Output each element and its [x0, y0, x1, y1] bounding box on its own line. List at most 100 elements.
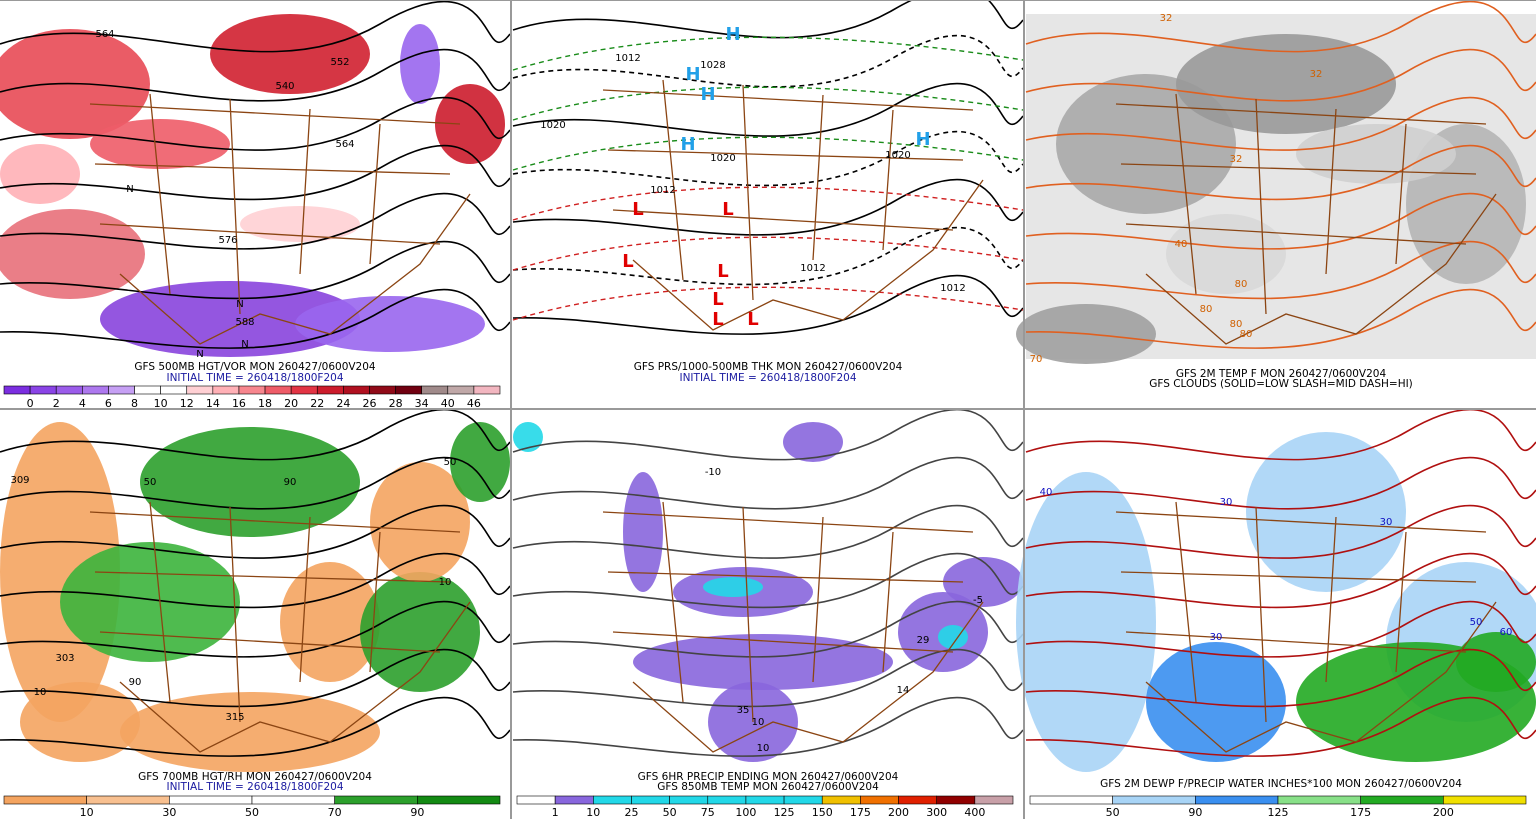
colorbar-box: [631, 795, 670, 805]
map-label: 552: [330, 57, 349, 68]
shaded-area: [623, 472, 663, 592]
map-label: L: [722, 199, 733, 220]
shaded-area: [1146, 642, 1286, 762]
contour: [512, 274, 1024, 335]
map-label: 1020: [885, 150, 910, 161]
map-label: 10: [752, 717, 765, 728]
contour: [512, 0, 1024, 39]
shaded-area: [0, 144, 80, 204]
map-label: H: [680, 134, 695, 155]
contour: [1025, 696, 1536, 757]
map-label: 35: [737, 705, 750, 716]
caption: INITIAL TIME = 260418/1800F204: [679, 372, 856, 384]
contour: [512, 552, 1024, 609]
contour: [0, 96, 511, 151]
colorbar-box: [134, 385, 161, 395]
colorbar-box: [369, 385, 396, 395]
map-label: 40: [1175, 239, 1188, 250]
map-label: 80: [1230, 319, 1243, 330]
map-label: 90: [284, 477, 297, 488]
colorbar-box: [1277, 795, 1361, 805]
shaded-area: [1246, 432, 1406, 592]
map-label: 10: [439, 577, 452, 588]
colorbar-label: 20: [284, 397, 298, 410]
colorbar-label: 34: [415, 397, 429, 410]
map-label: 32: [1310, 69, 1323, 80]
map-label: 30: [1220, 497, 1233, 508]
colorbar-box: [1112, 795, 1196, 805]
map-label: 1020: [710, 153, 735, 164]
map-label: 32: [1160, 13, 1173, 24]
map-label: H: [725, 24, 740, 45]
colorbar-label: 75: [701, 806, 715, 819]
shaded-area: [20, 682, 140, 762]
colorbar-box: [1443, 795, 1527, 805]
state-borders: [89, 93, 471, 345]
map-label: 315: [225, 712, 244, 723]
contour: [512, 600, 1024, 658]
map-label: L: [747, 309, 758, 330]
shaded-area: [1176, 34, 1396, 134]
colorbar-label: 12: [180, 397, 194, 410]
shaded-area: [0, 209, 145, 299]
colorbar-box: [783, 795, 823, 805]
shaded-area: [450, 422, 510, 502]
colorbar-box: [55, 385, 83, 395]
map-label: 80: [1235, 279, 1248, 290]
map-label: 90: [129, 677, 142, 688]
contour: [0, 288, 511, 349]
shaded-area: [783, 422, 843, 462]
map-label: N: [241, 339, 248, 350]
shaded-area: [1166, 214, 1286, 294]
map-label: L: [712, 309, 723, 330]
contour: [0, 48, 511, 102]
caption: GFS CLOUDS (SOLID=LOW SLASH=MID DASH=HI): [1149, 378, 1413, 390]
contour: [1025, 408, 1536, 461]
colorbar-box: [264, 385, 292, 395]
contour: [0, 600, 511, 658]
colorbar-label: 175: [850, 806, 871, 819]
colorbar-label: 50: [663, 806, 677, 819]
map-label: 70: [1030, 354, 1043, 365]
colorbar-box: [82, 385, 109, 395]
shaded-area: [1016, 472, 1156, 772]
colorbar-box: [212, 385, 240, 395]
colorbar-label: 28: [389, 397, 403, 410]
caption: GFS 6HR PRECIP ENDING MON 260427/0600V20…: [638, 771, 899, 783]
map-label: H: [685, 64, 700, 85]
colorbar-label: 25: [624, 806, 638, 819]
contour: [0, 648, 511, 708]
map-label: L: [717, 261, 728, 282]
map-label: 588: [235, 317, 254, 328]
colorbar-box: [86, 795, 170, 805]
contour: [1025, 456, 1536, 510]
colorbar-label: 50: [1106, 806, 1120, 819]
shaded-area: [90, 119, 230, 169]
map-label: L: [712, 289, 723, 310]
colorbar-label: 175: [1350, 806, 1371, 819]
map-label: N: [126, 184, 133, 195]
map-label: 303: [55, 653, 74, 664]
shaded-area: [703, 577, 763, 597]
colorbar-box: [821, 795, 861, 805]
map-label: 50: [1470, 617, 1483, 628]
shaded-area: [513, 422, 543, 452]
colorbar-box: [745, 795, 785, 805]
map-label: L: [622, 251, 633, 272]
caption: GFS 500MB HGT/VOR MON 260427/0600V204: [134, 361, 376, 373]
shaded-area: [1296, 124, 1456, 184]
map-label: -10: [705, 467, 721, 478]
map-label: 80: [1200, 304, 1213, 315]
colorbar-label: 200: [888, 806, 909, 819]
map-label: 32: [1230, 154, 1243, 165]
contour: [1025, 192, 1536, 250]
colorbar-label: 22: [310, 397, 324, 410]
colorbar-label: 150: [812, 806, 833, 819]
map-label: 1028: [700, 60, 725, 71]
colorbar-box: [238, 385, 266, 395]
colorbar-box: [1195, 795, 1279, 805]
colorbar-box: [169, 795, 253, 805]
shaded-area: [435, 84, 505, 164]
state-borders: [89, 501, 471, 753]
